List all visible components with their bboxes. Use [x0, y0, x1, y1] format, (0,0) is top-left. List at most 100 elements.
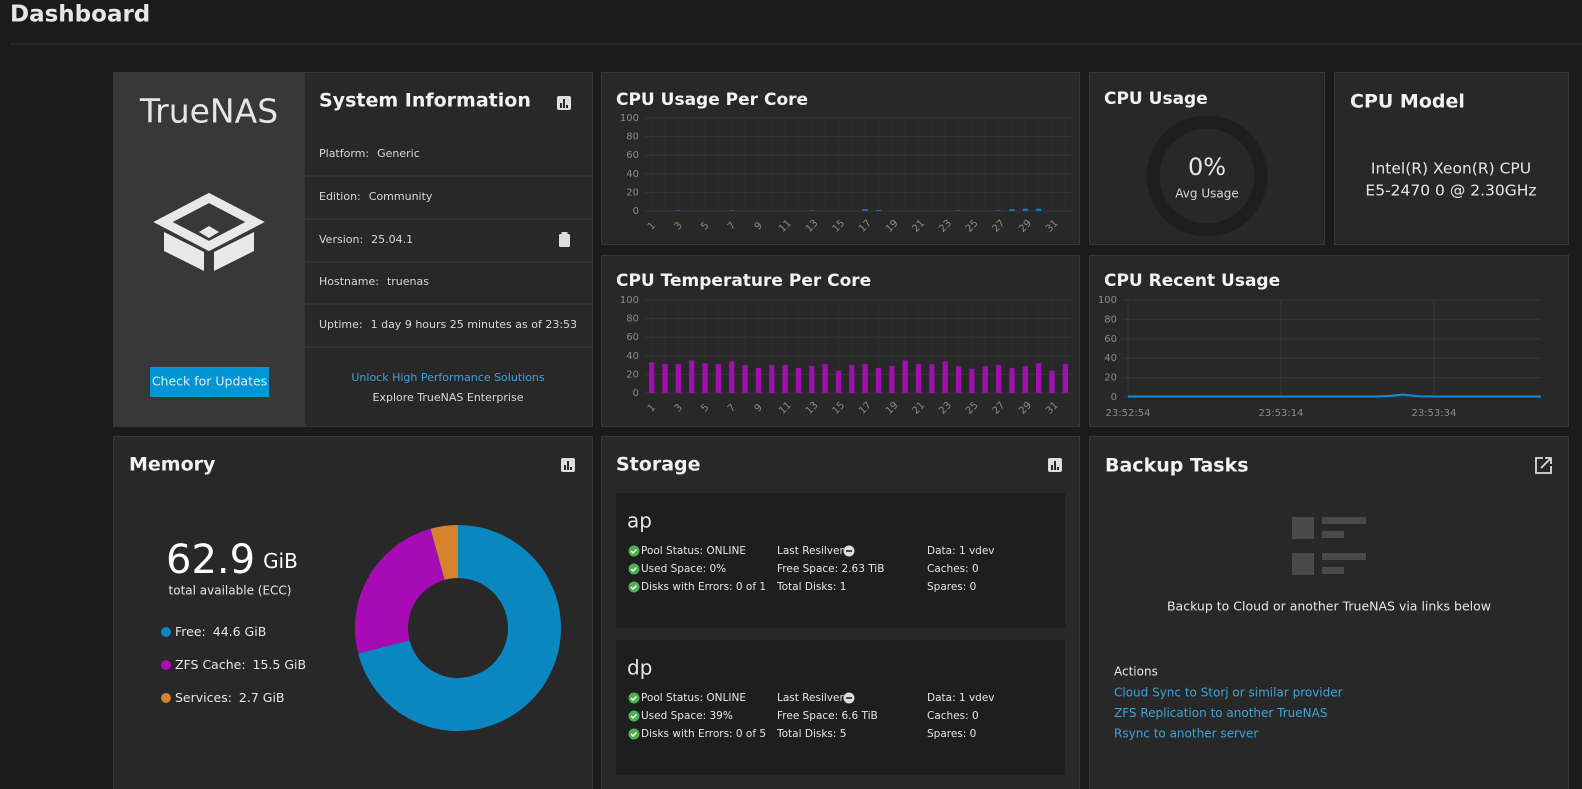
y-tick-label: 60 — [1104, 334, 1117, 345]
memory-total-value: 62.9 — [166, 537, 255, 583]
icon-bar[interactable] — [1054, 461, 1056, 470]
bar — [822, 364, 828, 393]
x-tick-label: 23:53:14 — [1259, 408, 1304, 419]
chart-icon[interactable] — [561, 458, 575, 472]
bar — [1009, 367, 1015, 393]
icon-block — [1292, 553, 1314, 575]
logo-top — [153, 192, 265, 252]
icon-block — [1292, 517, 1314, 539]
backup-link[interactable]: Cloud Sync to Storj or similar provider — [1114, 686, 1343, 700]
check-mark — [630, 548, 638, 555]
backup-link[interactable]: Rsync to another server — [1114, 727, 1258, 741]
cpu-recent-card — [1089, 255, 1569, 427]
pool-field: Caches: 0 — [927, 710, 979, 722]
icon-clip[interactable] — [561, 232, 568, 235]
bar — [995, 365, 1002, 393]
legend-label: ZFS Cache: — [175, 657, 246, 672]
system-fields: Platform: Generic Edition: Community Version… — [305, 147, 592, 348]
legend-dot — [161, 627, 171, 637]
bar — [849, 365, 855, 393]
icon-bar[interactable] — [1051, 465, 1053, 470]
pool-field: Free Space: 6.6 TiB — [777, 710, 878, 722]
y-tick-label: 40 — [626, 351, 639, 362]
cpu-model-line: E5-2470 0 @ 2.30GHz — [1365, 182, 1536, 200]
pool-field: Last Resilver: — [777, 692, 847, 704]
field-value: 1 day 9 hours 25 minutes as of 23:53 — [371, 318, 577, 331]
bar — [649, 362, 655, 393]
memory-total-unit: GiB — [263, 549, 298, 573]
cpu-model-card — [1334, 72, 1569, 245]
y-tick-label: 80 — [1104, 314, 1117, 325]
pool-field: Data: 1 vdev — [927, 545, 995, 557]
icon-line — [1322, 553, 1366, 560]
bar — [915, 364, 922, 393]
bar — [862, 364, 868, 393]
card-title: CPU Model — [1350, 91, 1465, 113]
y-tick-label: 0 — [633, 206, 639, 217]
pool-field: Disks with Errors: 0 of 5 — [641, 728, 766, 740]
line — [1128, 393, 1541, 398]
update-button-label[interactable]: Check for Updates — [152, 374, 267, 389]
clipboard-icon[interactable] — [559, 232, 570, 247]
memory-legend: Free: 44.6 GiB ZFS Cache: 15.5 GiB Services:… — [161, 624, 306, 705]
bar — [955, 366, 962, 393]
update-button[interactable] — [150, 367, 269, 397]
legend-item: Free: 44.6 GiB — [175, 624, 266, 639]
field-label: Uptime: — [319, 318, 363, 331]
x-tick-label: 23:52:54 — [1106, 408, 1151, 419]
promo-link[interactable]: Unlock High Performance Solutions — [351, 371, 545, 384]
logo-left — [164, 232, 204, 271]
legend-item: ZFS Cache: 15.5 GiB — [175, 657, 306, 672]
field-label: Edition: — [319, 190, 361, 203]
icon-bar[interactable] — [567, 461, 569, 470]
card-title: System Information — [319, 90, 531, 112]
memory-total: 62.9 GiB — [166, 537, 298, 583]
cpu-temp-card — [601, 255, 1080, 427]
backup-link[interactable]: ZFS Replication to another TrueNAS — [1114, 706, 1327, 720]
icon-arrow[interactable] — [1540, 457, 1552, 469]
y-tick-label: 20 — [626, 369, 639, 380]
pool-field: Spares: 0 — [927, 581, 976, 593]
icon-bar[interactable] — [564, 465, 566, 470]
pools: ap Pool Status: ONLINE Used Space: 0% Disks… — [616, 493, 1065, 775]
pool-field: Spares: 0 — [927, 728, 976, 740]
icon-bar[interactable] — [570, 467, 572, 470]
check-mark — [630, 584, 638, 591]
y-tick-label: 100 — [620, 113, 639, 124]
legend-dot — [161, 660, 171, 670]
pool-field: Caches: 0 — [927, 563, 979, 575]
field-value: 25.04.1 — [371, 233, 413, 246]
backup-card — [1089, 436, 1569, 789]
chart-icon[interactable] — [557, 96, 571, 110]
card-title: CPU Recent Usage — [1104, 271, 1280, 291]
field: Uptime: 1 day 9 hours 25 minutes as of 23… — [319, 318, 577, 331]
icon-bar[interactable] — [566, 105, 568, 108]
open-icon[interactable] — [1535, 457, 1552, 474]
chart-icon[interactable] — [1048, 458, 1062, 472]
cpu-model-line: Intel(R) Xeon(R) CPU — [1371, 160, 1531, 178]
empty-icon — [1292, 517, 1366, 575]
icon-body[interactable] — [559, 234, 570, 247]
icon-line — [1322, 517, 1366, 524]
bar — [969, 368, 975, 393]
gauge-track — [1146, 115, 1268, 237]
bar — [1035, 208, 1042, 211]
backup-links: Cloud Sync to Storj or similar provider Z… — [1114, 686, 1343, 741]
bar — [769, 365, 775, 393]
field-value: Generic — [377, 147, 420, 160]
field-value: truenas — [387, 275, 429, 288]
y-tick-label: 100 — [620, 295, 639, 306]
icon-line — [1322, 531, 1344, 538]
check-mark — [630, 695, 638, 702]
icon-line — [1322, 567, 1344, 574]
icon-bar[interactable] — [560, 103, 562, 108]
bar — [795, 367, 802, 393]
pool-field: Disks with Errors: 0 of 1 — [641, 581, 766, 593]
field-label: Version: — [319, 233, 363, 246]
icon-bar[interactable] — [1057, 467, 1059, 470]
icon-bar[interactable] — [563, 99, 565, 108]
bar — [1009, 209, 1015, 211]
icon-box[interactable] — [1535, 457, 1552, 474]
backup-message: Backup to Cloud or another TrueNAS via l… — [1167, 599, 1491, 614]
